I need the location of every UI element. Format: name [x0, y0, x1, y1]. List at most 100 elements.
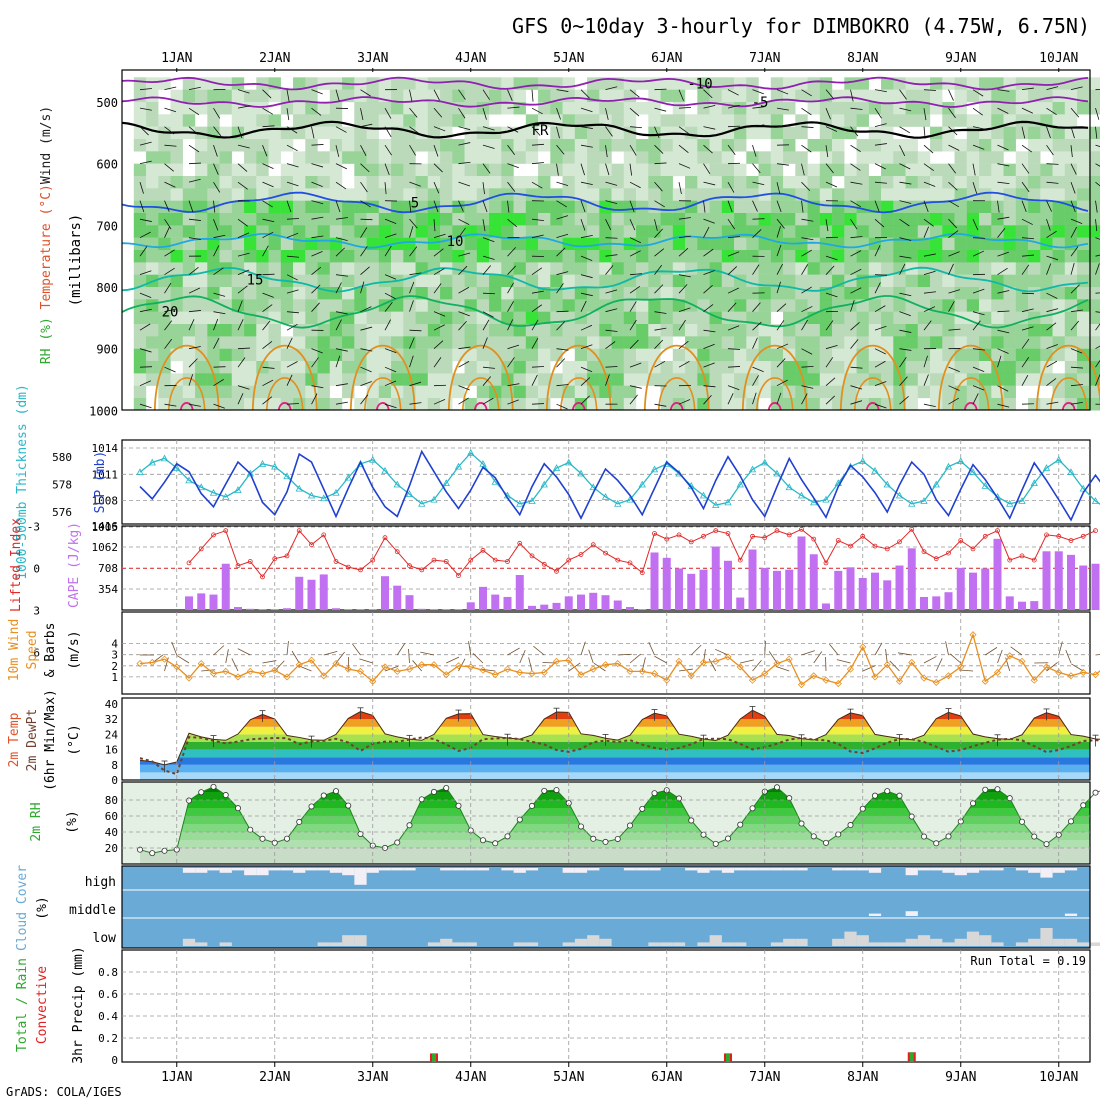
wind-barb: [237, 181, 248, 190]
rh-cell: [746, 77, 759, 90]
rh-cell: [476, 151, 490, 164]
rh-cell: [305, 311, 318, 325]
wind-barb: [1070, 182, 1076, 194]
cloud-level-label: low: [93, 931, 117, 946]
rh-cell: [550, 188, 563, 201]
rh-cell: [513, 398, 526, 411]
wind-barb: [605, 163, 610, 176]
cape-bar: [405, 595, 414, 610]
thickness-marker: [626, 495, 634, 503]
wind-barb: [801, 237, 814, 241]
rh-marker: [149, 850, 156, 857]
wind-barb: [458, 311, 470, 317]
wind-barb: [507, 282, 514, 294]
rh-cell: [489, 287, 502, 300]
wind-barb: [1021, 254, 1034, 257]
cloud-high-cell: [795, 868, 808, 871]
rh-cell: [844, 114, 857, 127]
rh-cell: [391, 89, 404, 103]
rh-cell: [403, 336, 416, 349]
wind-speed-marker: [209, 670, 218, 678]
wind-barb: [262, 366, 275, 369]
wind-barb: [237, 144, 250, 149]
wind-speed-marker: [491, 671, 499, 679]
wind-barb: [923, 181, 936, 187]
rh-cell: [868, 385, 882, 399]
wind-barb: [740, 659, 754, 664]
rh-cell: [991, 311, 1004, 325]
rh-cell: [979, 250, 992, 263]
wind-barb: [703, 270, 715, 276]
rh-cell: [807, 139, 820, 152]
rh-cell: [133, 139, 147, 152]
rh-cell: [219, 102, 232, 115]
rh-cell: [182, 324, 196, 337]
rh-cell: [917, 114, 931, 127]
rh-cell: [1003, 213, 1016, 226]
rh-cell: [403, 163, 416, 177]
rh-cell: [1052, 287, 1065, 300]
rh-cell: [489, 373, 502, 386]
wind-barb: [164, 126, 175, 135]
wind-speed-marker: [271, 666, 279, 674]
rh-cell: [476, 89, 490, 103]
wind-barb: [850, 385, 863, 390]
rh-cell: [280, 348, 294, 362]
rh-cell: [734, 139, 747, 152]
rh-cell: [758, 324, 771, 337]
rh-cell: [256, 77, 269, 90]
rh-cell: [636, 250, 649, 263]
wind-barb: [874, 325, 887, 331]
rh-cell: [623, 77, 637, 90]
rh-cell: [991, 151, 1004, 164]
rh-cell: [599, 151, 612, 164]
rh-cell: [648, 151, 661, 164]
rh-cell: [648, 274, 661, 288]
rh-cell: [280, 200, 294, 214]
wind-barb: [164, 86, 177, 91]
thickness-marker: [271, 462, 279, 470]
rh-cell: [170, 398, 183, 411]
rh-cell: [538, 89, 551, 103]
rh-cell: [513, 361, 526, 374]
wind-barb: [472, 652, 484, 664]
rh-cell: [966, 151, 980, 164]
rh-cell: [954, 398, 967, 411]
temp-unit-label: (°C): [67, 724, 82, 755]
rh-cell: [893, 188, 906, 201]
wind-barb: [556, 200, 567, 208]
cloud-low-cell: [342, 935, 355, 946]
wind-barb: [678, 399, 691, 405]
rh-cell: [391, 139, 404, 152]
wind-barb: [311, 235, 324, 239]
label-part: (6hr Min/Max): [43, 689, 58, 791]
rh-cell: [807, 262, 820, 275]
wind-barb: [923, 403, 936, 407]
li-marker: [933, 556, 939, 562]
cape-bar: [479, 586, 487, 610]
rh-cell: [1077, 250, 1090, 263]
rh-cell: [342, 299, 355, 312]
rh-cell: [525, 287, 539, 300]
rh-cell: [525, 188, 539, 201]
rh-cell: [979, 225, 992, 238]
isotherm-label: 20: [162, 305, 179, 321]
wind-barb: [605, 108, 609, 120]
rh-cell: [403, 114, 416, 127]
rh-cell: [391, 398, 404, 411]
wind-barb: [605, 145, 608, 158]
cape-bar: [809, 554, 818, 610]
wind-barb: [409, 337, 415, 349]
wind-barb: [335, 311, 348, 315]
rh-cell: [832, 151, 845, 164]
rh-cell: [660, 250, 673, 263]
wind-barb: [351, 643, 361, 656]
cloud-level-label: middle: [69, 903, 116, 918]
wind-barb: [286, 218, 300, 220]
rh-cell: [427, 250, 441, 263]
rh-cell: [195, 188, 208, 201]
wind-barb: [948, 163, 957, 174]
rh-cell: [1040, 77, 1053, 90]
rh-cell: [440, 324, 453, 337]
rh-cell: [783, 102, 796, 115]
